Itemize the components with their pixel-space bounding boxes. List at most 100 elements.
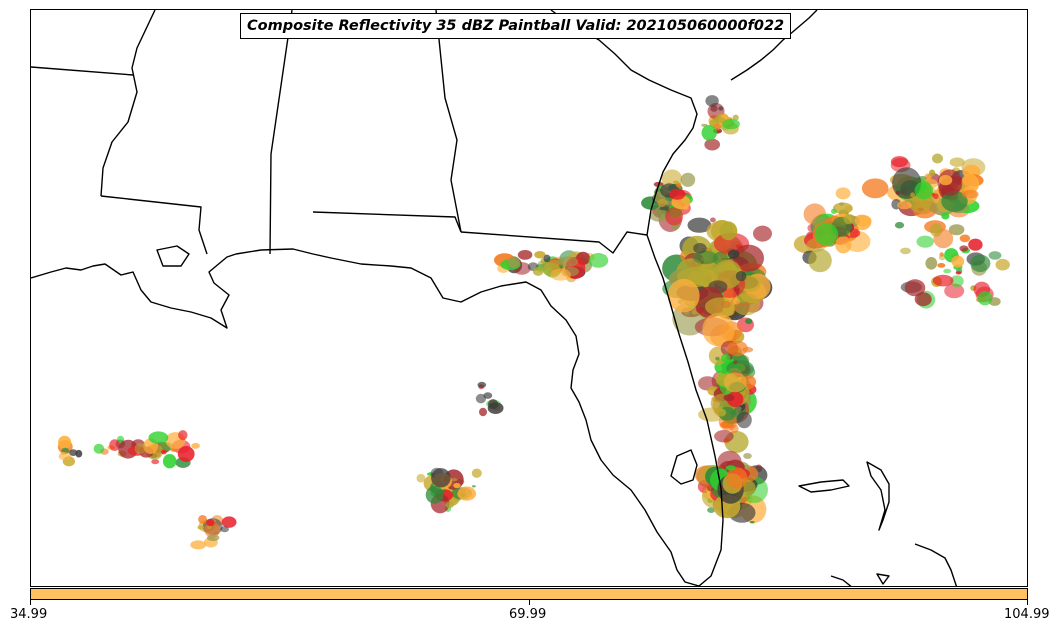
paintball-blob	[667, 278, 700, 313]
paintball-blob	[959, 234, 971, 243]
paintball-blob	[508, 256, 520, 269]
paintball-blob	[487, 402, 504, 414]
paintball-blob	[716, 408, 727, 417]
paintball-blob	[475, 393, 486, 404]
cuba-coast	[914, 543, 958, 586]
paintball-blob	[479, 407, 487, 417]
paintball-blob	[736, 411, 752, 429]
paintball-blob	[844, 205, 853, 212]
paintball-blob	[60, 451, 66, 456]
paintball-blob	[732, 114, 739, 121]
paintball-blob	[949, 157, 965, 167]
paintball-blob	[839, 202, 845, 206]
paintball-blob	[897, 201, 912, 210]
paintball-blob	[191, 442, 200, 449]
paintball-blob	[937, 263, 946, 268]
paintball-blob	[151, 459, 160, 465]
paintball-blob	[457, 486, 477, 501]
paintball-blob	[831, 208, 837, 214]
paintball-blob	[221, 516, 237, 528]
colorbar-tick-mark	[30, 600, 31, 605]
paintball-blob	[814, 223, 839, 246]
paintball-blob	[725, 465, 736, 471]
colorbar-tick-mark	[529, 600, 530, 605]
paintball-blob	[712, 116, 725, 123]
paintball-blob	[680, 172, 696, 187]
paintball-blob	[941, 190, 968, 212]
georgia-florida-border	[460, 231, 648, 254]
paintball-blob	[471, 468, 482, 478]
mississippi-river-border	[100, 10, 156, 197]
reflectivity-paintball-layer	[57, 95, 1010, 550]
colorbar-tick-label-mid: 69.99	[509, 607, 547, 622]
paintball-blob	[207, 534, 220, 541]
paintball-blob	[705, 297, 735, 316]
bahamas-eleuthera	[866, 461, 890, 531]
paintball-blob	[941, 212, 950, 220]
paintball-blob	[705, 95, 719, 107]
paintball-blob	[733, 360, 738, 365]
paintball-blob	[692, 250, 719, 265]
paintball-blob	[959, 245, 969, 252]
paintball-blob	[745, 318, 753, 325]
paintball-blob	[977, 290, 993, 306]
map-panel	[30, 9, 1028, 587]
paintball-blob	[693, 243, 707, 254]
paintball-blob	[727, 340, 748, 357]
paintball-blob	[951, 255, 965, 268]
chart-title: Composite Reflectivity 35 dBZ Paintball …	[240, 13, 792, 39]
paintball-blob	[932, 274, 954, 287]
paintball-blob	[728, 249, 740, 259]
paintball-blob	[933, 193, 939, 200]
paintball-blob	[743, 453, 752, 459]
paintball-blob	[854, 215, 872, 227]
tennessee-mississippi-line	[31, 66, 134, 76]
paintball-blob	[904, 279, 926, 297]
louisiana-coast	[31, 253, 237, 329]
paintball-blob	[707, 507, 716, 513]
alabama-georgia-border	[435, 10, 462, 233]
paintball-blob	[477, 381, 487, 388]
paintball-blob	[735, 406, 742, 412]
paintball-blob	[960, 173, 980, 194]
bahamas-small	[876, 573, 890, 585]
paintball-blob	[451, 478, 458, 482]
paintball-blob	[701, 125, 717, 141]
paintball-blob	[930, 223, 943, 237]
paintball-blob	[416, 473, 426, 483]
paintball-blob	[517, 250, 533, 260]
paintball-blob	[198, 515, 208, 524]
paintball-blob	[109, 439, 120, 451]
bahamas-andros	[798, 479, 850, 493]
paintball-blob	[914, 181, 934, 200]
map-boundaries	[31, 10, 958, 586]
keys	[830, 575, 852, 586]
paintball-blob	[939, 252, 944, 257]
paintball-blob	[995, 258, 1010, 271]
paintball-blob	[843, 213, 855, 225]
paintball-blob	[943, 268, 952, 274]
paintball-blob	[672, 180, 679, 184]
paintball-blob	[726, 467, 748, 489]
colorbar-tick-label-max: 104.99	[1004, 607, 1050, 622]
paintball-blob	[733, 244, 764, 272]
paintball-blob	[702, 312, 735, 347]
paintball-blob	[932, 153, 943, 164]
paintball-blob	[197, 525, 205, 530]
mississippi-alabama-border	[269, 10, 293, 255]
paintball-blob	[177, 446, 195, 462]
paintball-blob	[732, 293, 761, 316]
paintball-blob	[588, 253, 609, 268]
paintball-blob	[148, 431, 169, 445]
gulf-coast-alabama	[235, 234, 724, 586]
paintball-blob	[723, 372, 747, 393]
paintball-blob	[220, 526, 229, 533]
paintball-blob	[894, 221, 905, 229]
paintball-blob	[835, 236, 852, 254]
paintball-blob	[808, 248, 832, 273]
paintball-blob	[93, 443, 105, 454]
paintball-blob	[925, 257, 938, 270]
paintball-blob	[178, 430, 188, 441]
paintball-blob	[916, 235, 934, 248]
lake-pontchartrain	[156, 245, 190, 267]
